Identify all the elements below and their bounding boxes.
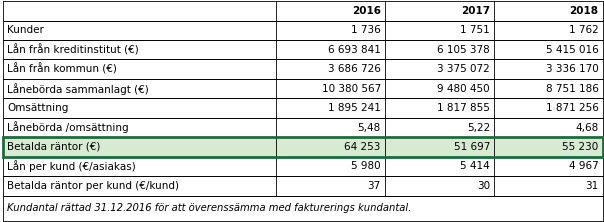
Bar bbox=[3, 118, 276, 137]
Text: 5 414: 5 414 bbox=[460, 161, 490, 171]
Bar bbox=[494, 21, 603, 40]
Bar bbox=[494, 59, 603, 79]
Bar bbox=[3, 137, 603, 157]
Bar bbox=[385, 176, 494, 196]
Bar bbox=[494, 157, 603, 176]
Bar bbox=[385, 40, 494, 59]
Bar bbox=[494, 98, 603, 118]
Bar bbox=[3, 196, 603, 221]
Text: 5 415 016: 5 415 016 bbox=[546, 45, 599, 55]
Bar bbox=[385, 59, 494, 79]
Bar bbox=[3, 157, 276, 176]
Text: 6 105 378: 6 105 378 bbox=[437, 45, 490, 55]
Text: Lån från kommun (€): Lån från kommun (€) bbox=[7, 63, 117, 75]
Text: 10 380 567: 10 380 567 bbox=[321, 84, 381, 94]
Bar bbox=[385, 21, 494, 40]
Text: 1 895 241: 1 895 241 bbox=[328, 103, 381, 113]
Text: Kunder: Kunder bbox=[7, 25, 44, 35]
Bar bbox=[3, 59, 276, 79]
Bar bbox=[385, 157, 494, 176]
Text: 31: 31 bbox=[585, 181, 599, 191]
Text: 3 375 072: 3 375 072 bbox=[437, 64, 490, 74]
Text: Betalda räntor (€): Betalda räntor (€) bbox=[7, 142, 101, 152]
Bar bbox=[494, 118, 603, 137]
Text: 5 980: 5 980 bbox=[351, 161, 381, 171]
Text: Kundantal rättad 31.12.2016 för att överenssämma med fakturerings kundantal.: Kundantal rättad 31.12.2016 för att över… bbox=[7, 203, 411, 213]
Bar bbox=[3, 21, 276, 40]
Text: 4,68: 4,68 bbox=[576, 123, 599, 133]
Text: 9 480 450: 9 480 450 bbox=[437, 84, 490, 94]
Text: 55 230: 55 230 bbox=[562, 142, 599, 152]
Bar bbox=[276, 79, 385, 98]
Text: 1 736: 1 736 bbox=[351, 25, 381, 35]
Bar bbox=[276, 98, 385, 118]
Text: 5,22: 5,22 bbox=[467, 123, 490, 133]
Bar bbox=[276, 21, 385, 40]
Text: 1 871 256: 1 871 256 bbox=[545, 103, 599, 113]
Bar bbox=[385, 98, 494, 118]
Text: 3 336 170: 3 336 170 bbox=[546, 64, 599, 74]
Bar bbox=[3, 137, 276, 157]
Text: 1 762: 1 762 bbox=[569, 25, 599, 35]
Text: 3 686 726: 3 686 726 bbox=[328, 64, 381, 74]
Text: 2016: 2016 bbox=[352, 6, 381, 16]
Text: Lån per kund (€/asiakas): Lån per kund (€/asiakas) bbox=[7, 161, 136, 172]
Bar bbox=[3, 176, 276, 196]
Bar bbox=[494, 137, 603, 157]
Bar bbox=[276, 1, 385, 21]
Bar bbox=[385, 137, 494, 157]
Bar bbox=[3, 79, 276, 98]
Text: 37: 37 bbox=[368, 181, 381, 191]
Bar bbox=[385, 79, 494, 98]
Bar bbox=[385, 118, 494, 137]
Bar bbox=[494, 1, 603, 21]
Text: Omsättning: Omsättning bbox=[7, 103, 69, 113]
Text: Betalda räntor per kund (€/kund): Betalda räntor per kund (€/kund) bbox=[7, 181, 179, 191]
Text: 2018: 2018 bbox=[570, 6, 599, 16]
Bar bbox=[276, 137, 385, 157]
Bar bbox=[276, 118, 385, 137]
Text: 6 693 841: 6 693 841 bbox=[328, 45, 381, 55]
Bar bbox=[276, 40, 385, 59]
Text: 64 253: 64 253 bbox=[344, 142, 381, 152]
Bar bbox=[276, 176, 385, 196]
Text: Lånebörda /omsättning: Lånebörda /omsättning bbox=[7, 122, 129, 133]
Bar bbox=[276, 157, 385, 176]
Text: Lånebörda sammanlagt (€): Lånebörda sammanlagt (€) bbox=[7, 83, 149, 95]
Text: 5,48: 5,48 bbox=[358, 123, 381, 133]
Text: 2017: 2017 bbox=[461, 6, 490, 16]
Text: 30: 30 bbox=[477, 181, 490, 191]
Text: Lån från kreditinstitut (€): Lån från kreditinstitut (€) bbox=[7, 44, 139, 56]
Bar bbox=[3, 1, 276, 21]
Bar bbox=[385, 1, 494, 21]
Bar bbox=[3, 98, 276, 118]
Bar bbox=[276, 59, 385, 79]
Bar bbox=[494, 40, 603, 59]
Text: 4 967: 4 967 bbox=[569, 161, 599, 171]
Text: 8 751 186: 8 751 186 bbox=[545, 84, 599, 94]
Text: 1 751: 1 751 bbox=[460, 25, 490, 35]
Bar bbox=[494, 79, 603, 98]
Bar bbox=[494, 176, 603, 196]
Text: 1 817 855: 1 817 855 bbox=[437, 103, 490, 113]
Text: 51 697: 51 697 bbox=[454, 142, 490, 152]
Bar bbox=[3, 40, 276, 59]
